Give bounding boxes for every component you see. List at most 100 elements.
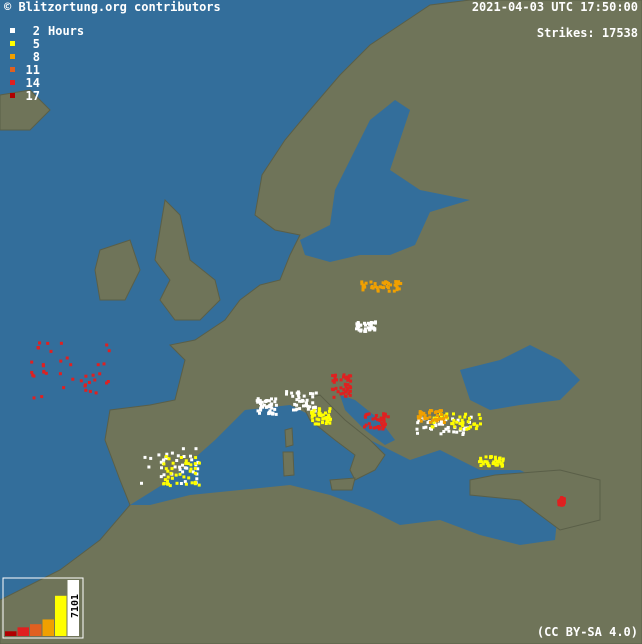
strike	[292, 408, 295, 412]
strike	[189, 467, 193, 471]
strike	[369, 325, 373, 329]
strike	[170, 476, 174, 480]
strike	[191, 470, 195, 474]
strike	[197, 483, 201, 487]
strike	[459, 427, 463, 431]
strike	[293, 402, 297, 406]
strike	[318, 411, 322, 415]
strike	[319, 414, 323, 418]
strike	[423, 417, 427, 421]
strike	[187, 476, 191, 480]
strike	[455, 420, 459, 424]
legend-label: 14	[26, 76, 40, 90]
strike	[381, 281, 385, 285]
strike	[291, 394, 295, 398]
strike	[376, 418, 380, 422]
strike	[302, 404, 305, 408]
strike	[58, 372, 62, 376]
strike	[147, 465, 151, 469]
strike	[439, 415, 443, 419]
strike	[383, 422, 387, 426]
strike	[170, 451, 174, 455]
strike	[461, 433, 465, 436]
strike	[431, 418, 435, 422]
strike	[393, 283, 397, 287]
strike	[184, 482, 188, 486]
strike	[171, 461, 175, 465]
strike	[399, 282, 403, 285]
strike	[463, 426, 467, 430]
strike	[458, 415, 462, 419]
strike	[157, 453, 161, 457]
strike	[445, 412, 449, 416]
strike	[378, 418, 382, 422]
strike	[344, 394, 348, 398]
strike	[65, 356, 69, 360]
strike	[474, 427, 478, 431]
strike	[166, 479, 169, 483]
strike	[265, 399, 269, 402]
strike	[382, 419, 386, 423]
strike	[194, 447, 198, 451]
strike	[334, 373, 337, 377]
strike	[314, 391, 318, 395]
strike	[415, 427, 419, 431]
strike	[468, 416, 471, 420]
strike	[273, 407, 277, 411]
strike	[364, 281, 368, 285]
strike	[440, 413, 444, 416]
strike	[341, 391, 345, 395]
strike	[164, 455, 168, 458]
strike	[498, 460, 502, 464]
strike	[392, 289, 396, 293]
strike	[473, 422, 477, 426]
strike	[274, 403, 278, 407]
strike	[306, 404, 310, 408]
strike	[313, 413, 317, 417]
strike	[418, 410, 422, 414]
histogram-bar	[42, 619, 54, 636]
strike	[38, 341, 42, 345]
strike	[169, 471, 173, 475]
strike	[435, 415, 439, 419]
strike	[176, 454, 180, 458]
strike	[466, 420, 470, 424]
strike	[349, 374, 353, 378]
strike	[274, 397, 278, 401]
strike	[500, 464, 504, 468]
strike	[296, 390, 300, 394]
strike	[267, 399, 271, 403]
strike	[168, 484, 172, 488]
strike	[343, 382, 347, 386]
strike	[349, 379, 353, 383]
strike	[285, 392, 288, 396]
legend-label: 17	[26, 89, 40, 103]
strike	[298, 407, 302, 411]
strike	[87, 381, 91, 384]
strike	[159, 460, 163, 464]
strike	[369, 280, 373, 284]
strike	[444, 427, 448, 431]
strike	[368, 328, 372, 332]
strike	[369, 321, 373, 324]
strike	[96, 363, 100, 367]
strike	[290, 391, 294, 395]
strike	[40, 395, 44, 399]
strike	[336, 390, 340, 394]
strike	[269, 411, 273, 415]
strike	[256, 397, 260, 401]
strike	[424, 425, 428, 429]
strike	[182, 455, 186, 458]
strike	[439, 432, 443, 436]
strike	[375, 425, 378, 429]
strike	[334, 386, 338, 390]
strike	[369, 426, 373, 430]
strike	[361, 286, 365, 290]
strike	[342, 373, 346, 377]
strike	[317, 410, 321, 414]
strike	[328, 421, 332, 425]
strike	[348, 385, 352, 388]
strike	[355, 327, 358, 331]
strike	[140, 481, 143, 485]
